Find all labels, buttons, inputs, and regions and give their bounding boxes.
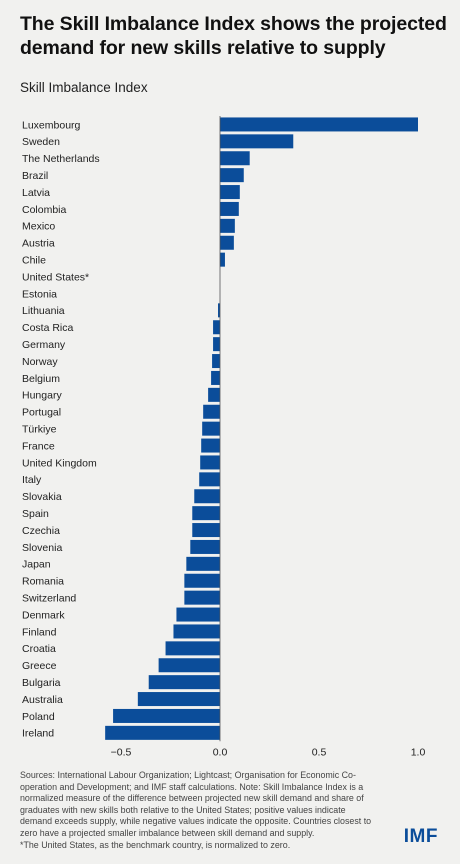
chart-subtitle: Skill Imbalance Index xyxy=(20,80,148,95)
bar xyxy=(220,134,294,149)
bar xyxy=(202,421,220,436)
category-label: Colombia xyxy=(22,204,67,216)
category-label: Brazil xyxy=(22,170,48,182)
bar xyxy=(199,472,220,487)
category-label: Mexico xyxy=(22,221,55,233)
category-label: Greece xyxy=(22,660,57,672)
bar xyxy=(148,675,220,690)
category-label: Hungary xyxy=(22,390,62,402)
category-label: Slovakia xyxy=(22,491,62,503)
x-tick-label: 0.0 xyxy=(213,746,228,758)
category-label: Slovenia xyxy=(22,542,62,554)
bar xyxy=(186,556,220,571)
category-label: Chile xyxy=(22,254,46,266)
bar xyxy=(200,455,220,470)
bar xyxy=(176,607,220,622)
category-label: Türkiye xyxy=(22,423,57,435)
category-label: Germany xyxy=(22,339,66,351)
bar xyxy=(105,725,220,740)
x-tick-label: −0.5 xyxy=(111,746,132,758)
x-tick-label: 0.5 xyxy=(312,746,327,758)
chart-title: The Skill Imbalance Index shows the proj… xyxy=(20,13,447,59)
bar xyxy=(212,354,220,369)
bar xyxy=(220,185,240,200)
skill-imbalance-bar-chart: Luxembourg Sweden The Netherlands Brazil Lat… xyxy=(22,116,426,758)
category-label: Poland xyxy=(22,711,55,723)
category-label: Spain xyxy=(22,508,49,520)
imf-logo: IMF xyxy=(403,826,438,847)
category-label: Denmark xyxy=(22,609,65,621)
sources-text: Sources: International Labour Organizati… xyxy=(20,770,372,838)
category-label: France xyxy=(22,440,55,452)
bar xyxy=(192,523,220,538)
category-label: Portugal xyxy=(22,407,61,419)
category-label: Belgium xyxy=(22,373,60,385)
category-label: Romania xyxy=(22,576,64,588)
category-label: Sweden xyxy=(22,136,60,148)
bar xyxy=(220,151,250,166)
bar xyxy=(184,573,220,588)
category-label: Luxembourg xyxy=(22,119,81,131)
category-label: Bulgaria xyxy=(22,677,61,689)
bar xyxy=(220,168,244,183)
category-label: Croatia xyxy=(22,643,56,655)
category-label: Czechia xyxy=(22,525,60,537)
category-label: Switzerland xyxy=(22,592,76,604)
category-label: Costa Rica xyxy=(22,322,74,334)
category-label: Latvia xyxy=(22,187,50,199)
category-label: Estonia xyxy=(22,288,57,300)
bar xyxy=(113,708,220,723)
bar xyxy=(213,337,220,352)
category-label: The Netherlands xyxy=(22,153,100,165)
category-label: Lithuania xyxy=(22,305,65,317)
benchmark-note: *The United States, as the benchmark cou… xyxy=(20,839,291,850)
bar xyxy=(137,692,220,707)
bar xyxy=(192,506,220,521)
bar xyxy=(213,320,220,335)
bar xyxy=(208,387,220,402)
bar xyxy=(194,489,220,504)
sources-note: Sources: International Labour Organizati… xyxy=(20,770,380,851)
bar xyxy=(211,370,220,385)
bar xyxy=(220,235,234,250)
bar xyxy=(203,404,220,419)
bar xyxy=(218,303,220,318)
bar xyxy=(220,218,235,233)
x-tick-label: 1.0 xyxy=(411,746,426,758)
category-label: Austria xyxy=(22,238,55,250)
category-label: Australia xyxy=(22,694,63,706)
bar xyxy=(184,590,220,605)
category-label: Ireland xyxy=(22,728,54,740)
bar xyxy=(220,201,239,216)
bar xyxy=(220,252,225,267)
category-label: Japan xyxy=(22,559,51,571)
category-label: Finland xyxy=(22,626,57,638)
bar xyxy=(201,438,220,453)
bar xyxy=(220,117,418,132)
category-label: Norway xyxy=(22,356,58,368)
bar xyxy=(190,539,220,554)
category-label: United Kingdom xyxy=(22,457,97,469)
category-label: United States* xyxy=(22,271,89,283)
bar xyxy=(158,658,220,673)
category-label: Italy xyxy=(22,474,42,486)
bar xyxy=(165,641,220,656)
bar xyxy=(173,624,220,639)
